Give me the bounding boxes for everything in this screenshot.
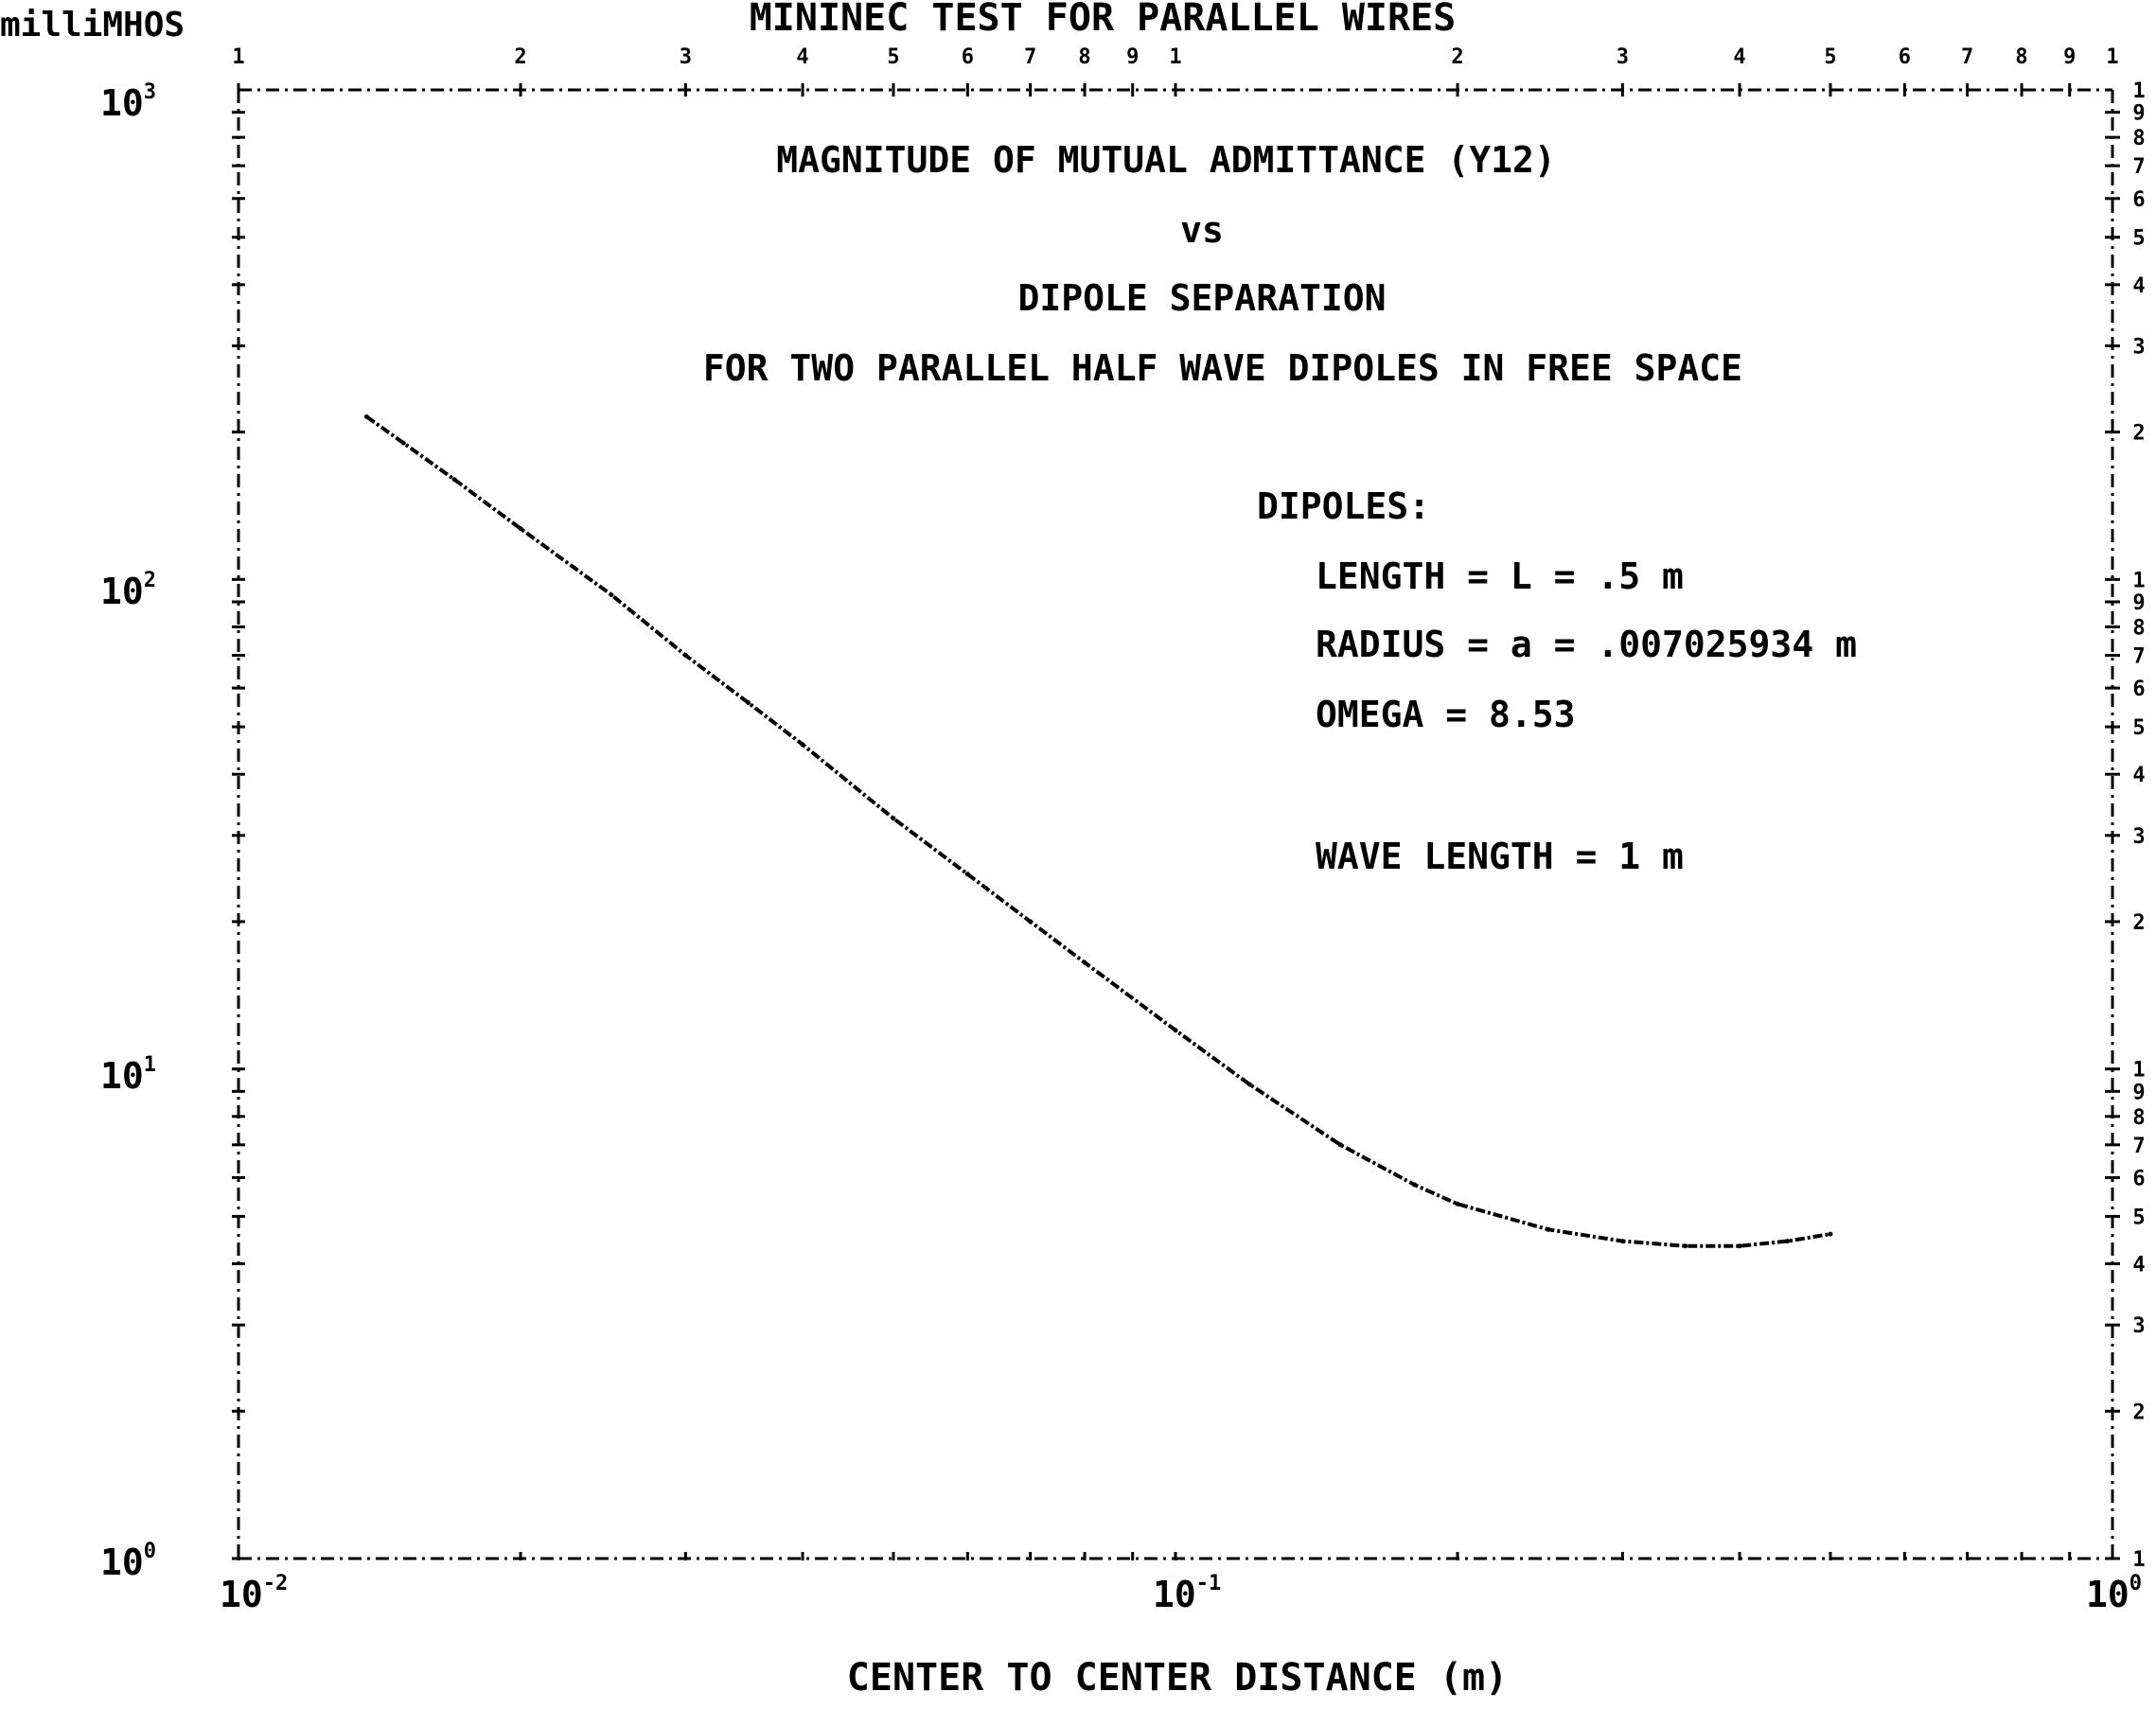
y-minor-tick-label: 6: [2132, 678, 2145, 701]
x-minor-tick-label: 5: [887, 45, 899, 69]
annotation-wavelength: WAVE LENGTH = 1 m: [1316, 836, 1684, 877]
y-minor-tick-label: 8: [2132, 127, 2145, 150]
y-minor-tick-label: 2: [2132, 1401, 2145, 1424]
data-point: [363, 414, 369, 419]
x-minor-tick-label: 3: [1617, 45, 1629, 69]
x-minor-tick-label: 1: [2106, 45, 2118, 69]
x-minor-tick-label: 5: [1824, 45, 1836, 69]
data-point: [1455, 1201, 1460, 1207]
y-minor-tick-label: 1: [2132, 1548, 2145, 1572]
subtitle-line-3: DIPOLE SEPARATION: [1018, 277, 1387, 319]
y-tick-label-100: 102: [100, 569, 156, 612]
data-point: [1246, 1082, 1252, 1087]
y-tick-label-1: 100: [100, 1540, 156, 1583]
tick-marks: 1 2 3 4 5 6 7 8 9 1 2 3 4 5 6 7 8 9 1123456789123456789123…: [232, 45, 2146, 1572]
annotation-radius: RADIUS = a = .007025934 m: [1316, 624, 1857, 665]
data-point: [800, 742, 805, 748]
y-minor-tick-label: 4: [2132, 1254, 2145, 1277]
y-axis-label: milliMHOS: [0, 6, 185, 44]
data-point: [1785, 1239, 1791, 1244]
y-minor-tick-label: 7: [2132, 1135, 2145, 1158]
y-minor-tick-label: 5: [2132, 227, 2145, 251]
y-minor-tick-label: 3: [2132, 825, 2145, 849]
x-minor-tick-label: 9: [1126, 45, 1139, 69]
y-minor-tick-label: 8: [2132, 616, 2145, 640]
annotation-length: LENGTH = L = .5 m: [1316, 555, 1684, 597]
subtitle-line-1: MAGNITUDE OF MUTUAL ADMITTANCE (Y12): [776, 139, 1556, 181]
data-point: [891, 816, 896, 821]
x-minor-tick-label: 6: [962, 45, 974, 69]
x-minor-tick-label: 1: [1169, 45, 1181, 69]
x-minor-tick-label: 7: [1961, 45, 1973, 69]
annotation-omega: OMEGA = 8.53: [1316, 694, 1576, 735]
y-minor-tick-label: 6: [2132, 188, 2145, 212]
y-tick-label-1000: 103: [100, 80, 156, 124]
x-minor-tick-label: 4: [796, 45, 808, 69]
y-minor-tick-label: 1: [2132, 569, 2145, 592]
data-point: [1412, 1182, 1418, 1188]
x-tick-label-1: 100: [2086, 1572, 2142, 1615]
data-point: [1173, 1028, 1178, 1033]
x-minor-tick-label: 8: [1078, 45, 1090, 69]
y-minor-tick-label: 4: [2132, 274, 2145, 298]
x-axis-label: CENTER TO CENTER DISTANCE (m): [847, 1656, 1508, 1700]
data-series: [363, 414, 1833, 1249]
data-point: [609, 592, 614, 598]
subtitle-line-2: vs: [1180, 209, 1224, 251]
y-minor-tick-label: 5: [2132, 1206, 2145, 1229]
y-minor-tick-label: 2: [2132, 911, 2145, 935]
y-minor-tick-label: 4: [2132, 764, 2145, 787]
y-minor-tick-label: 9: [2132, 591, 2145, 615]
x-minor-tick-label: 4: [1733, 45, 1745, 69]
x-minor-tick-label: 2: [1451, 45, 1463, 69]
data-point: [1546, 1226, 1551, 1232]
data-point: [1619, 1239, 1625, 1244]
series-line-0: [365, 414, 1831, 1248]
data-point: [1828, 1231, 1833, 1237]
x-minor-tick-label: 1: [232, 45, 244, 69]
data-point: [746, 700, 751, 706]
x-minor-tick-label: 3: [680, 45, 692, 69]
data-point: [1683, 1243, 1688, 1249]
y-minor-tick-label: 8: [2132, 1106, 2145, 1130]
x-tick-label-0.1: 10-1: [1153, 1572, 1221, 1615]
y-minor-tick-label: 9: [2132, 102, 2145, 126]
data-point: [400, 440, 406, 446]
y-minor-tick-label: 3: [2132, 1314, 2145, 1338]
y-minor-tick-label: 1: [2132, 1059, 2145, 1083]
data-point: [1082, 960, 1087, 965]
data-point: [451, 477, 457, 483]
y-minor-tick-label: 9: [2132, 1081, 2145, 1104]
y-minor-tick-label: 6: [2132, 1167, 2145, 1190]
annotation-dipoles: DIPOLES:: [1257, 485, 1430, 527]
data-point: [964, 872, 970, 877]
y-minor-tick-label: 1: [2132, 79, 2145, 103]
y-minor-tick-label: 7: [2132, 155, 2145, 179]
data-point: [1028, 919, 1034, 925]
chart-title: MININEC TEST FOR PARALLEL WIRES: [750, 0, 1457, 40]
x-minor-tick-label: 2: [514, 45, 526, 69]
data-point: [1337, 1142, 1343, 1148]
x-minor-tick-label: 6: [1899, 45, 1911, 69]
y-minor-tick-label: 3: [2132, 336, 2145, 360]
subtitle-line-4: FOR TWO PARALLEL HALF WAVE DIPOLES IN FR…: [703, 347, 1742, 389]
x-minor-tick-label: 7: [1024, 45, 1036, 69]
data-point: [682, 652, 688, 658]
y-tick-label-10: 101: [100, 1053, 156, 1097]
x-tick-label-0.01: 10-2: [220, 1572, 288, 1615]
y-minor-tick-label: 2: [2132, 422, 2145, 446]
y-minor-tick-label: 5: [2132, 716, 2145, 740]
data-point: [1737, 1243, 1742, 1249]
data-point: [518, 526, 523, 532]
x-minor-tick-label: 8: [2015, 45, 2027, 69]
x-minor-tick-label: 9: [2063, 45, 2076, 69]
y-minor-tick-label: 7: [2132, 644, 2145, 668]
